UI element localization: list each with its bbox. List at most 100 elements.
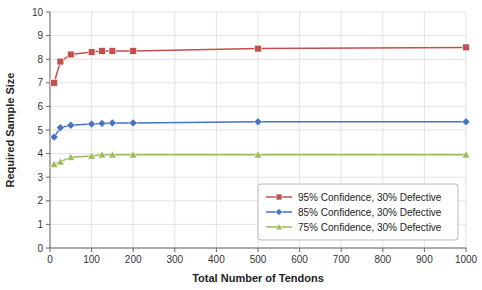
point (57, 58, 64, 65)
point (462, 118, 470, 126)
x-axis-label: Total Number of Tendons (192, 272, 324, 284)
point (254, 118, 262, 126)
tick-y (46, 153, 50, 154)
point (462, 151, 470, 158)
point (129, 119, 137, 127)
point (130, 48, 137, 55)
tick-y (46, 106, 50, 107)
chart-container: 0 100 200 300 400 500 600 700 800 900 1000 0 1 2 3 4 5 6 7… (0, 0, 482, 290)
series (50, 151, 470, 168)
legend-marker (276, 194, 282, 200)
tick-x (382, 248, 383, 252)
axes: 0 100 200 300 400 500 600 700 800 900 1000 0 1 2 3 4 5 6 7… (32, 7, 478, 266)
point (88, 120, 96, 128)
tick-label-y: 5 (37, 125, 43, 136)
tick-label-y: 2 (37, 195, 43, 206)
tick-label-x: 100 (83, 254, 100, 265)
series (50, 118, 470, 141)
legend-box (258, 184, 458, 240)
grid-line-y (50, 59, 466, 60)
axis-y (50, 12, 51, 248)
legend-marker (276, 209, 283, 216)
tick-x (50, 248, 51, 252)
legend-marker (276, 224, 283, 230)
point (56, 124, 64, 132)
tick-label-y: 0 (37, 243, 43, 254)
tick-label-y: 1 (37, 219, 43, 230)
tick-label-x: 500 (250, 254, 267, 265)
point (254, 151, 262, 158)
plot-data (50, 44, 470, 167)
grid-line-y (50, 12, 466, 13)
grid-line-y (50, 35, 466, 36)
tick-y (46, 12, 50, 13)
tick-x (174, 248, 175, 252)
tick-x (424, 248, 425, 252)
tick-y (46, 200, 50, 201)
tick-label-x: 0 (47, 254, 53, 265)
point (67, 121, 75, 129)
axis-x (50, 248, 466, 249)
tick-label-x: 600 (291, 254, 308, 265)
grid-line-y (50, 82, 466, 83)
legend-label: 85% Confidence, 30% Defective (298, 207, 442, 218)
tick-x (341, 248, 342, 252)
point (88, 152, 96, 159)
series (51, 44, 470, 86)
tick-y (46, 248, 50, 249)
tick-label-x: 900 (416, 254, 433, 265)
tick-x (299, 248, 300, 252)
point (67, 51, 74, 58)
tick-label-y: 8 (37, 54, 43, 65)
tick-y (46, 35, 50, 36)
point (129, 151, 137, 158)
point (88, 49, 95, 56)
series-line (54, 47, 466, 82)
tick-y (46, 177, 50, 178)
point (108, 119, 116, 127)
tick-x (258, 248, 259, 252)
tick-y (46, 224, 50, 225)
point (50, 133, 58, 141)
grid-line-y (50, 248, 466, 249)
tick-label-y: 9 (37, 30, 43, 41)
point (99, 48, 106, 55)
point (98, 119, 106, 127)
tick-y (46, 82, 50, 83)
tick-label-y: 7 (37, 77, 43, 88)
tick-label-y: 4 (37, 148, 43, 159)
tick-label-y: 6 (37, 101, 43, 112)
tick-label-y: 3 (37, 172, 43, 183)
y-axis-label: Required Sample Size (4, 73, 16, 188)
grid-line-y (50, 177, 466, 178)
point (51, 79, 58, 86)
point (67, 153, 75, 160)
legend-label: 95% Confidence, 30% Defective (298, 192, 442, 203)
legend: 95% Confidence, 30% Defective 85% Confide… (258, 184, 458, 240)
tick-label-y: 10 (32, 7, 44, 18)
chart-svg: 0 100 200 300 400 500 600 700 800 900 1000 0 1 2 3 4 5 6 7… (0, 0, 482, 290)
grid-line-y (50, 130, 466, 131)
point (56, 158, 64, 165)
tick-label-x: 800 (374, 254, 391, 265)
point (98, 151, 106, 158)
tick-y (46, 130, 50, 131)
legend-label: 75% Confidence, 30% Defective (298, 222, 442, 233)
tick-x (133, 248, 134, 252)
tick-x (216, 248, 217, 252)
tick-label-x: 200 (125, 254, 142, 265)
tick-label-x: 700 (333, 254, 350, 265)
grid (50, 12, 466, 248)
point (463, 44, 470, 51)
tick-label-x: 400 (208, 254, 225, 265)
grid-line-x (50, 12, 51, 248)
tick-label-x: 1000 (455, 254, 478, 265)
tick-x (91, 248, 92, 252)
point (255, 45, 262, 52)
point (109, 48, 116, 55)
point (108, 151, 116, 158)
tick-x (466, 248, 467, 252)
tick-y (46, 59, 50, 60)
grid-line-y (50, 106, 466, 107)
tick-label-x: 300 (166, 254, 183, 265)
